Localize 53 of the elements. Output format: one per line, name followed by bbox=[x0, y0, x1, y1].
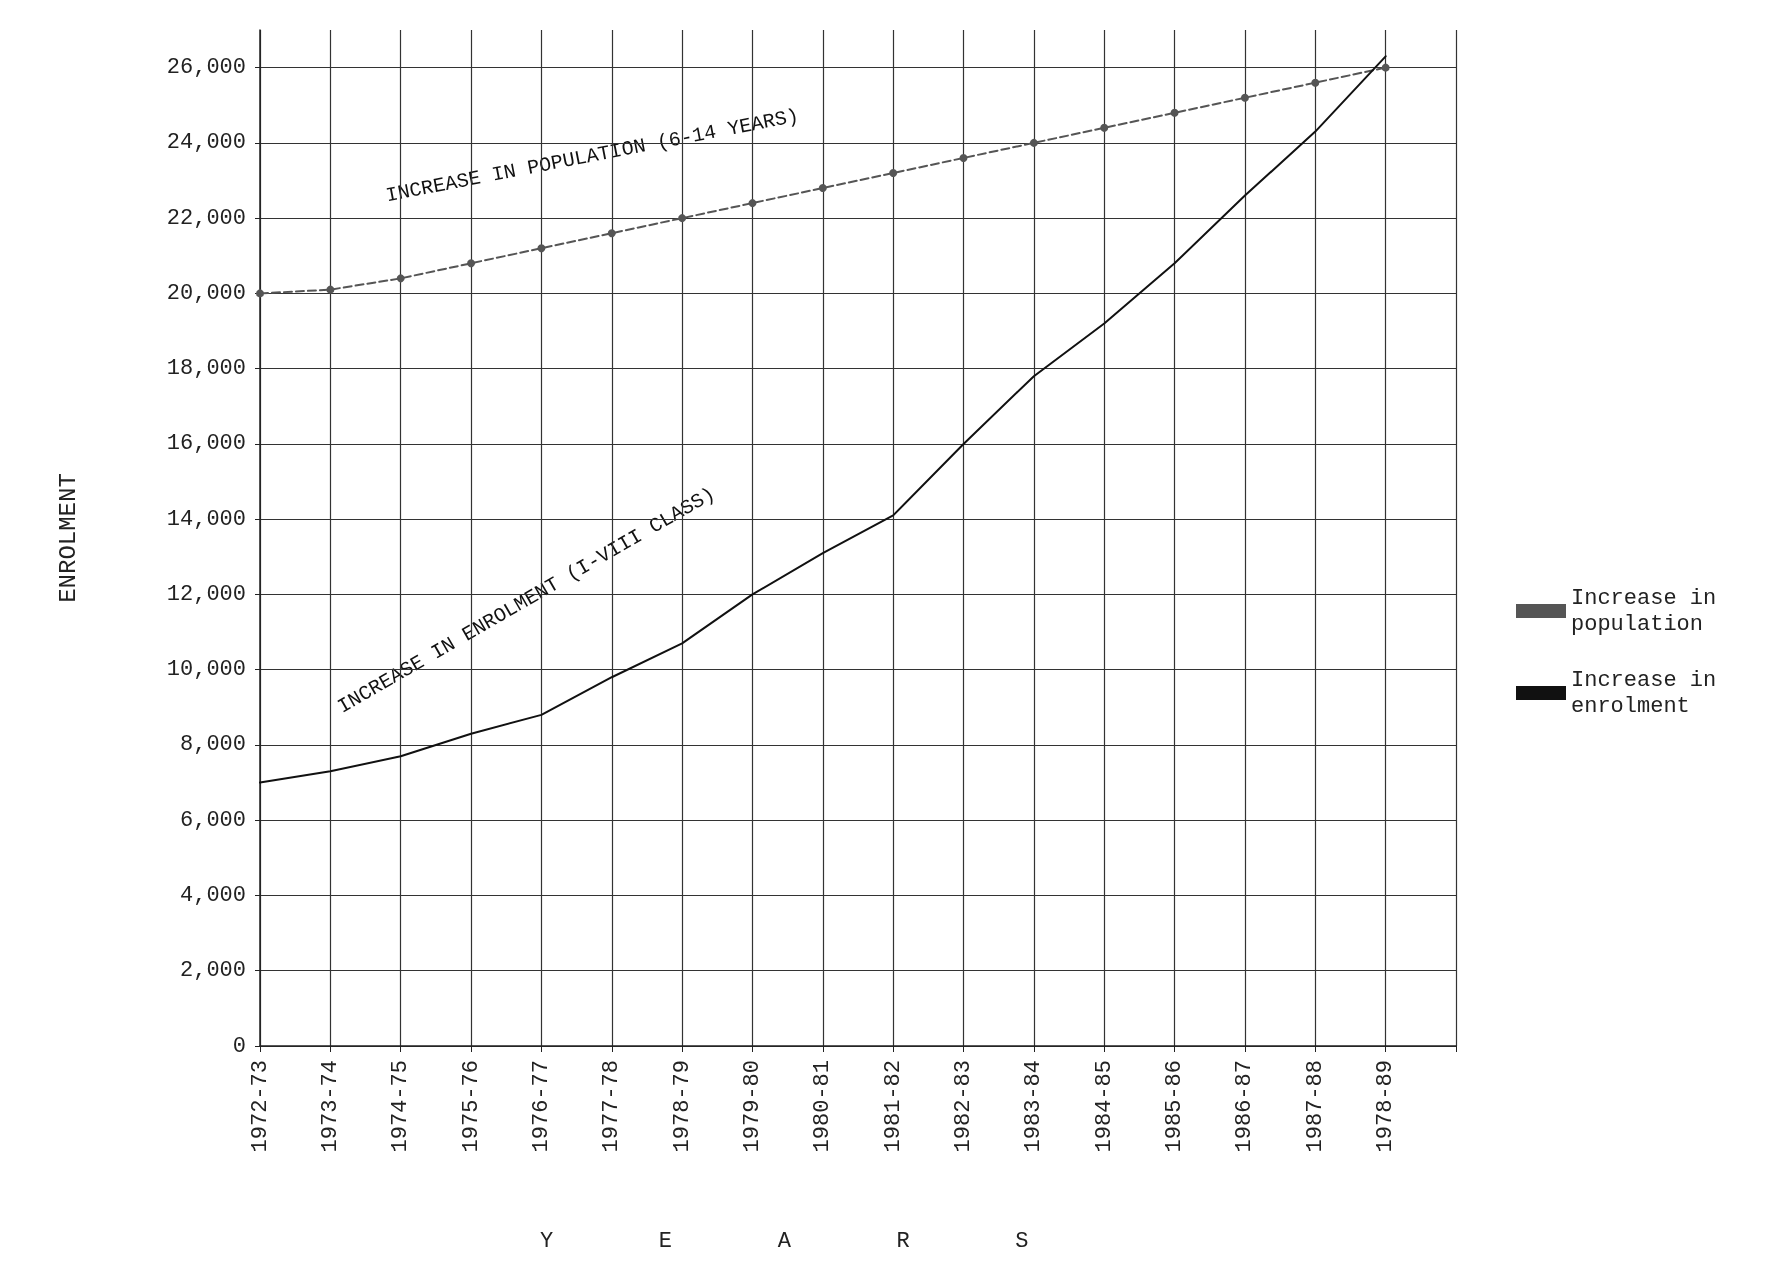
x-tick-label: 1980-81 bbox=[810, 1060, 836, 1153]
y-tick-label: 20,000 bbox=[166, 280, 246, 306]
x-tick-label: 1978-79 bbox=[669, 1060, 695, 1153]
point bbox=[889, 168, 898, 177]
x-tick-label: 1976-77 bbox=[528, 1060, 554, 1153]
x-tick-label: 1985-86 bbox=[1162, 1060, 1188, 1153]
y-tick-label: 10,000 bbox=[166, 657, 246, 683]
x-tick-label: 1975-76 bbox=[458, 1060, 484, 1153]
point bbox=[256, 289, 264, 298]
y-tick-label: 4,000 bbox=[179, 882, 246, 908]
y-tick-label: 8,000 bbox=[179, 732, 246, 758]
point bbox=[1170, 108, 1179, 117]
x-tick-label: 1977-78 bbox=[599, 1060, 625, 1153]
y-tick-label: 26,000 bbox=[166, 55, 246, 81]
point bbox=[537, 244, 546, 253]
y-tick-label: 18,000 bbox=[166, 356, 246, 382]
point bbox=[1381, 63, 1390, 72]
x-tick-label: 1981-82 bbox=[880, 1060, 906, 1153]
point bbox=[1029, 138, 1038, 147]
point bbox=[748, 199, 757, 208]
y-axis-title: ENROLMENT bbox=[54, 473, 82, 603]
x-tick-label: 1974-75 bbox=[388, 1060, 414, 1153]
x-tick-label: 1984-85 bbox=[1091, 1060, 1117, 1153]
point bbox=[1311, 78, 1320, 87]
point bbox=[678, 214, 687, 223]
y-tick-label: 14,000 bbox=[166, 506, 246, 532]
point bbox=[1240, 93, 1249, 102]
x-tick-label: 1973-74 bbox=[317, 1060, 343, 1153]
x-tick-label: 1972-73 bbox=[247, 1060, 273, 1153]
point bbox=[467, 259, 476, 268]
y-tick-label: 2,000 bbox=[179, 958, 246, 984]
y-tick-label: 22,000 bbox=[166, 205, 246, 231]
x-tick-label: 1979-80 bbox=[739, 1060, 765, 1153]
x-tick-label: 1982-83 bbox=[951, 1060, 977, 1153]
point bbox=[607, 229, 616, 238]
x-tick-label: 1978-89 bbox=[1373, 1060, 1399, 1153]
point bbox=[959, 153, 968, 162]
y-tick-label: 6,000 bbox=[179, 807, 246, 833]
legend-label: Increase in population bbox=[1571, 585, 1730, 637]
x-axis-title: Y E A R S bbox=[540, 1228, 1029, 1254]
x-tick-label: 1986-87 bbox=[1232, 1060, 1258, 1153]
y-tick-label: 12,000 bbox=[166, 581, 246, 607]
point bbox=[1100, 123, 1109, 132]
point bbox=[818, 184, 827, 193]
x-tick-label: 1987-88 bbox=[1302, 1060, 1328, 1153]
x-tick-label: 1983-84 bbox=[1021, 1060, 1047, 1153]
y-tick-label: 0 bbox=[232, 1033, 246, 1059]
point bbox=[396, 274, 405, 283]
legend-label: Increase in enrolment bbox=[1571, 667, 1730, 719]
line-series bbox=[259, 55, 1387, 784]
point bbox=[326, 285, 335, 294]
y-tick-label: 24,000 bbox=[166, 130, 246, 156]
y-tick-label: 16,000 bbox=[166, 431, 246, 457]
